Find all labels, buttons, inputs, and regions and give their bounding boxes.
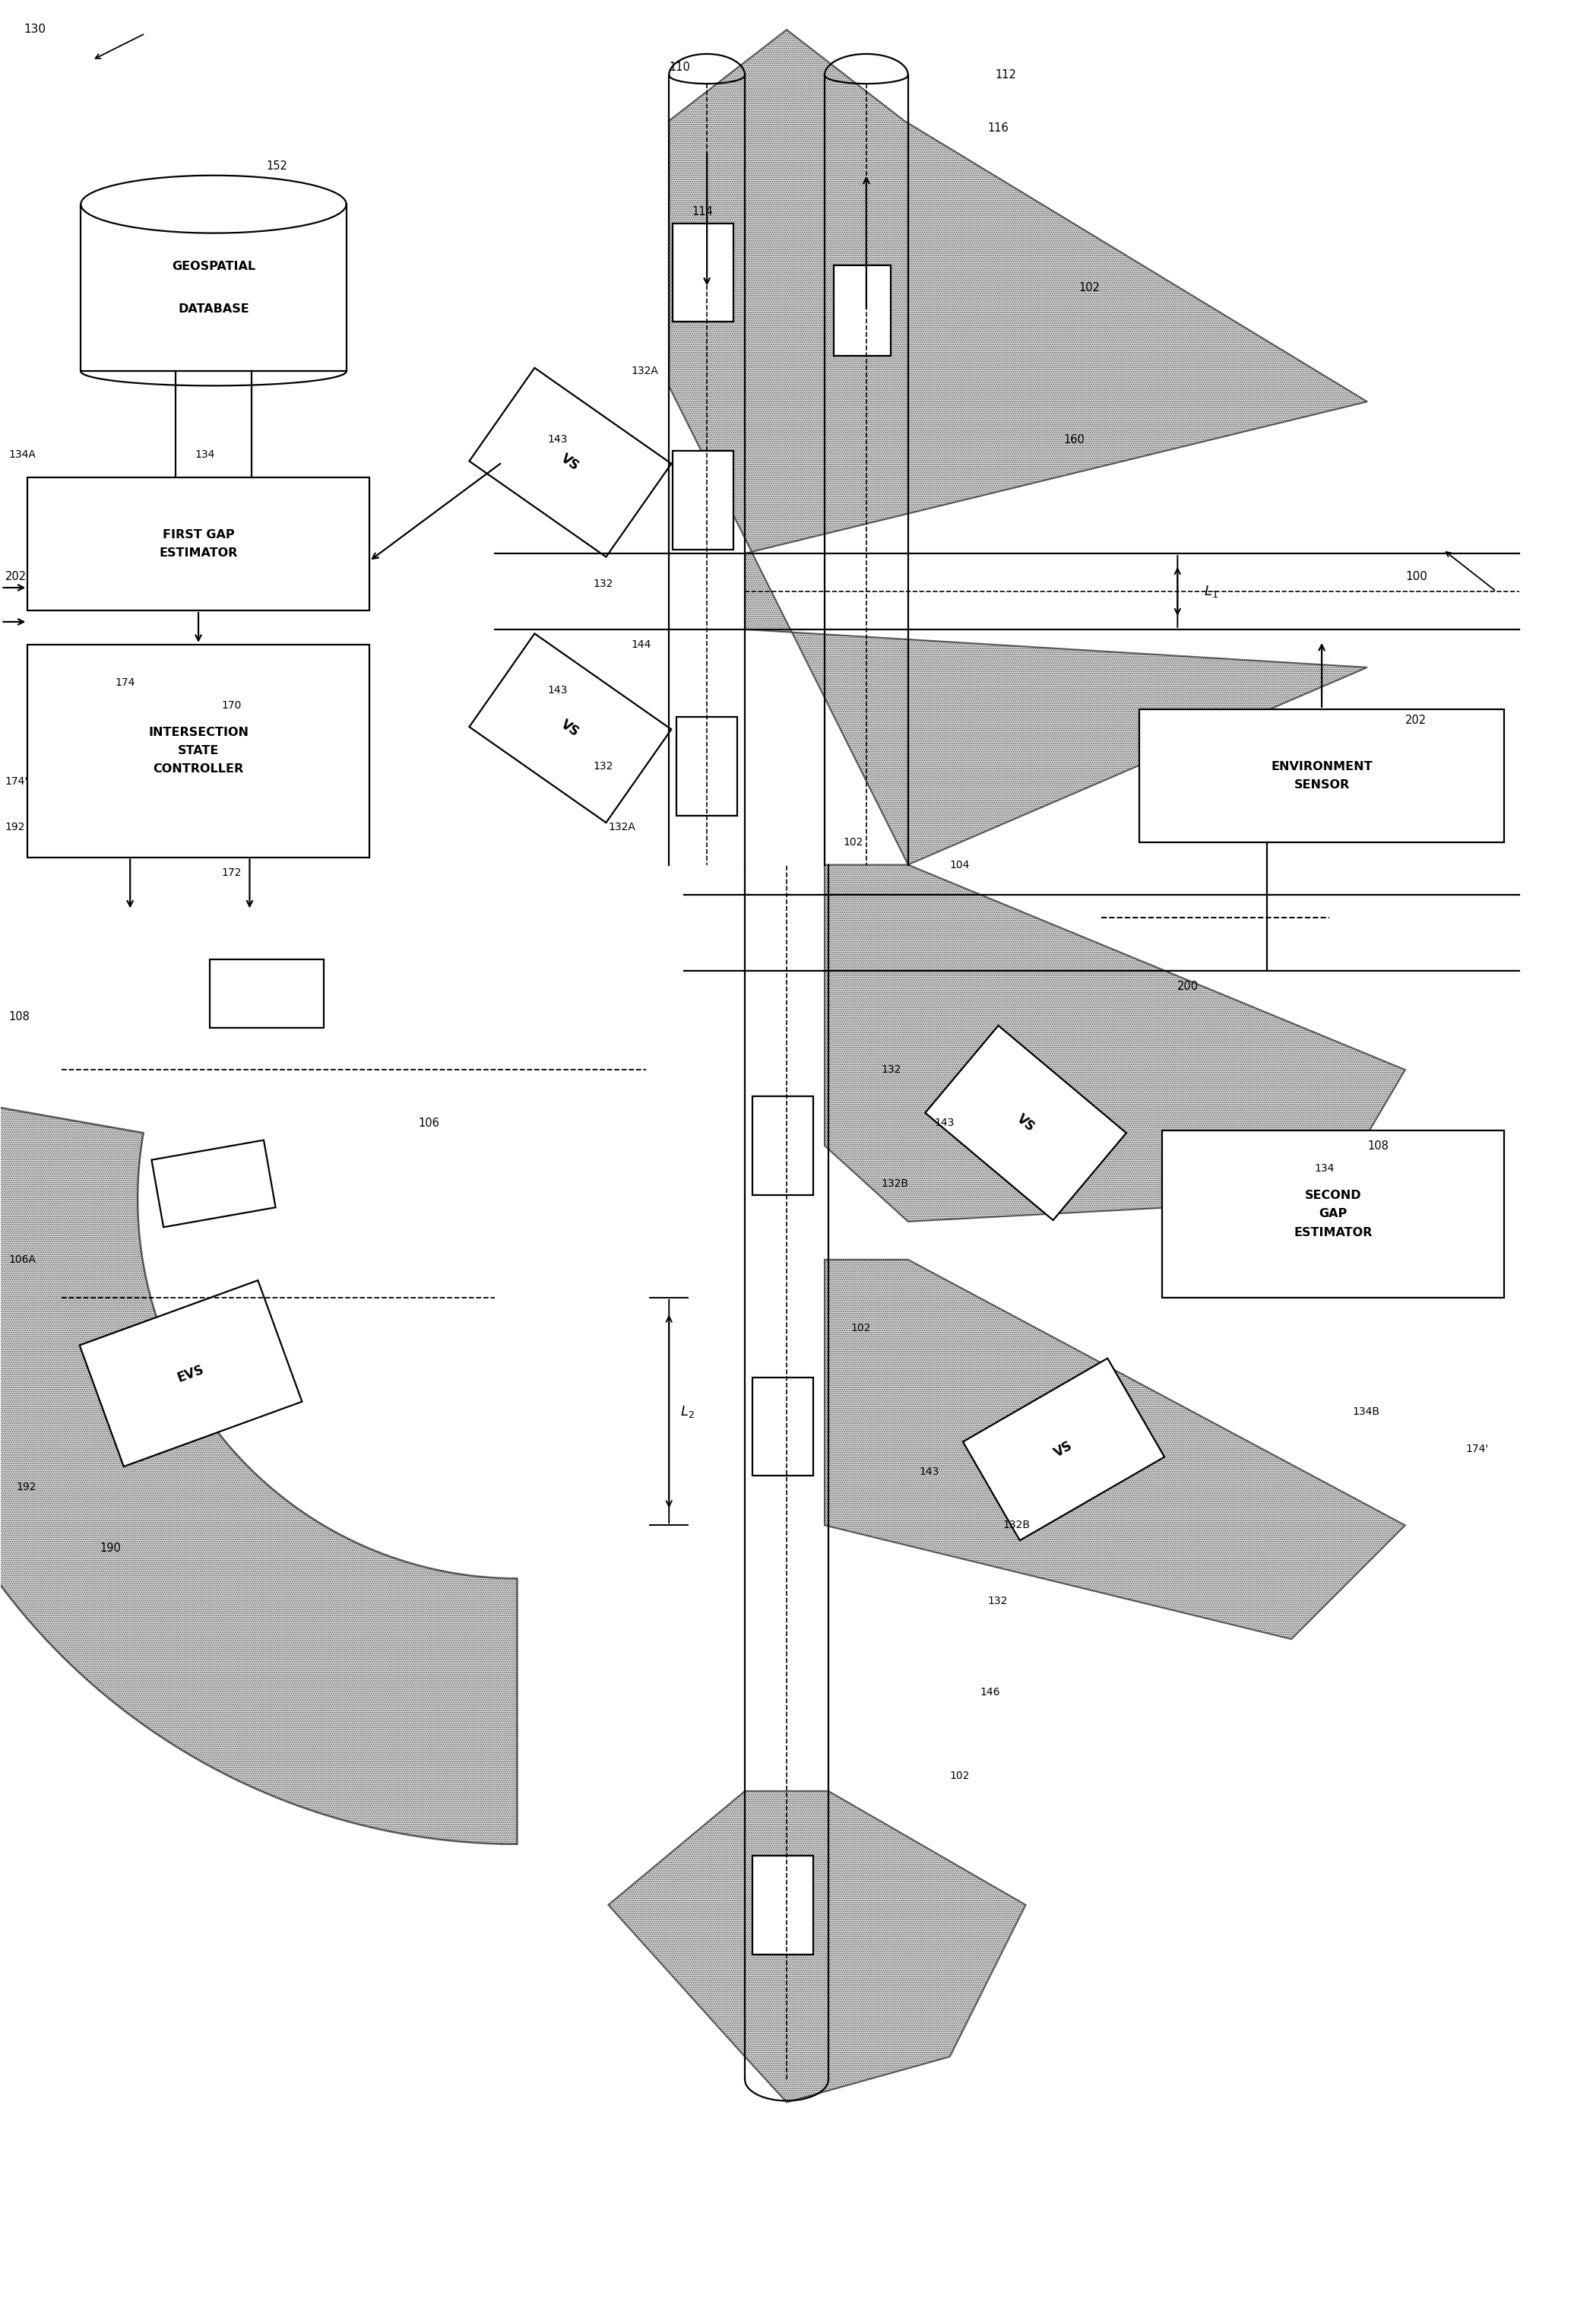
Text: 132B: 132B (881, 1178, 910, 1190)
Polygon shape (672, 223, 733, 323)
Text: $L_2$: $L_2$ (680, 1404, 695, 1420)
Text: ESTIMATOR: ESTIMATOR (159, 548, 237, 558)
Text: 172: 172 (221, 867, 241, 878)
Text: 143: 143 (548, 435, 567, 444)
Text: 116: 116 (988, 123, 1008, 135)
Text: 134: 134 (194, 449, 215, 460)
Polygon shape (80, 1281, 303, 1466)
Text: VS: VS (559, 451, 581, 474)
Text: 160: 160 (1064, 435, 1085, 446)
Text: 146: 146 (980, 1687, 1000, 1697)
Text: 192: 192 (5, 820, 25, 832)
Polygon shape (752, 1378, 812, 1476)
FancyBboxPatch shape (1163, 1129, 1504, 1297)
Text: EVS: EVS (175, 1362, 205, 1385)
Polygon shape (926, 1025, 1126, 1220)
Text: CONTROLLER: CONTROLLER (153, 765, 244, 774)
Text: 102: 102 (1078, 281, 1101, 293)
Polygon shape (962, 1357, 1164, 1541)
Text: 108: 108 (8, 1011, 30, 1023)
Text: SECOND: SECOND (1305, 1190, 1362, 1202)
Text: 202: 202 (5, 572, 25, 581)
Text: 106A: 106A (8, 1255, 37, 1264)
Text: 100: 100 (1405, 572, 1427, 581)
Text: 102: 102 (851, 1322, 871, 1334)
Text: 202: 202 (1405, 716, 1427, 725)
Text: 192: 192 (16, 1483, 37, 1492)
Text: FIRST GAP: FIRST GAP (162, 530, 234, 541)
Text: GAP: GAP (1319, 1208, 1348, 1220)
Text: $L_1$: $L_1$ (1204, 583, 1219, 600)
Polygon shape (752, 1855, 812, 1954)
Text: 143: 143 (935, 1118, 954, 1127)
Polygon shape (470, 367, 671, 558)
Text: 143: 143 (548, 686, 567, 695)
Text: 102: 102 (844, 837, 863, 848)
Text: 132: 132 (593, 579, 613, 590)
Text: 114: 114 (691, 207, 712, 218)
Text: VS: VS (1051, 1439, 1075, 1459)
Polygon shape (609, 1792, 1026, 2103)
Polygon shape (669, 30, 1367, 865)
Text: 108: 108 (1367, 1141, 1389, 1150)
Text: 112: 112 (996, 70, 1016, 81)
Text: 132: 132 (881, 1064, 902, 1076)
Text: 174': 174' (1466, 1443, 1489, 1455)
Polygon shape (835, 265, 890, 356)
Text: 110: 110 (669, 63, 690, 74)
Text: 134B: 134B (1352, 1406, 1380, 1418)
Polygon shape (677, 716, 738, 816)
FancyBboxPatch shape (27, 476, 370, 611)
Text: 104: 104 (949, 860, 970, 869)
Text: SENSOR: SENSOR (1294, 779, 1349, 790)
Polygon shape (470, 634, 671, 823)
Text: 106: 106 (419, 1118, 440, 1129)
Text: 132A: 132A (609, 820, 636, 832)
Polygon shape (0, 1088, 518, 1845)
Text: ENVIRONMENT: ENVIRONMENT (1271, 760, 1373, 772)
Text: 132: 132 (988, 1597, 1008, 1606)
Text: 143: 143 (919, 1466, 940, 1478)
Text: 132: 132 (593, 760, 613, 772)
Polygon shape (825, 1260, 1405, 1638)
Polygon shape (151, 1141, 276, 1227)
Polygon shape (81, 174, 346, 232)
Text: 200: 200 (1177, 981, 1200, 992)
Text: 132A: 132A (631, 365, 658, 376)
Polygon shape (825, 865, 1405, 1222)
Text: ESTIMATOR: ESTIMATOR (1294, 1227, 1373, 1239)
Text: 134A: 134A (8, 449, 37, 460)
Text: GEOSPATIAL: GEOSPATIAL (172, 260, 255, 272)
FancyBboxPatch shape (27, 644, 370, 858)
Text: 174: 174 (115, 676, 135, 688)
Text: INTERSECTION: INTERSECTION (148, 727, 249, 739)
Text: 152: 152 (266, 160, 288, 172)
Text: VS: VS (1015, 1111, 1037, 1134)
Text: 130: 130 (24, 23, 46, 35)
Text: 144: 144 (631, 639, 652, 651)
Polygon shape (752, 1097, 812, 1195)
Text: VS: VS (559, 718, 581, 739)
Text: 190: 190 (100, 1543, 121, 1555)
Text: 132B: 132B (1004, 1520, 1031, 1532)
FancyBboxPatch shape (1139, 709, 1504, 841)
Text: STATE: STATE (178, 746, 220, 758)
Text: DATABASE: DATABASE (178, 304, 249, 314)
FancyBboxPatch shape (81, 205, 346, 372)
Text: 134: 134 (1314, 1162, 1335, 1174)
Text: 170: 170 (221, 700, 241, 711)
Text: 102: 102 (949, 1771, 970, 1780)
Polygon shape (210, 960, 323, 1027)
Text: 174': 174' (5, 776, 27, 786)
Polygon shape (672, 451, 733, 551)
